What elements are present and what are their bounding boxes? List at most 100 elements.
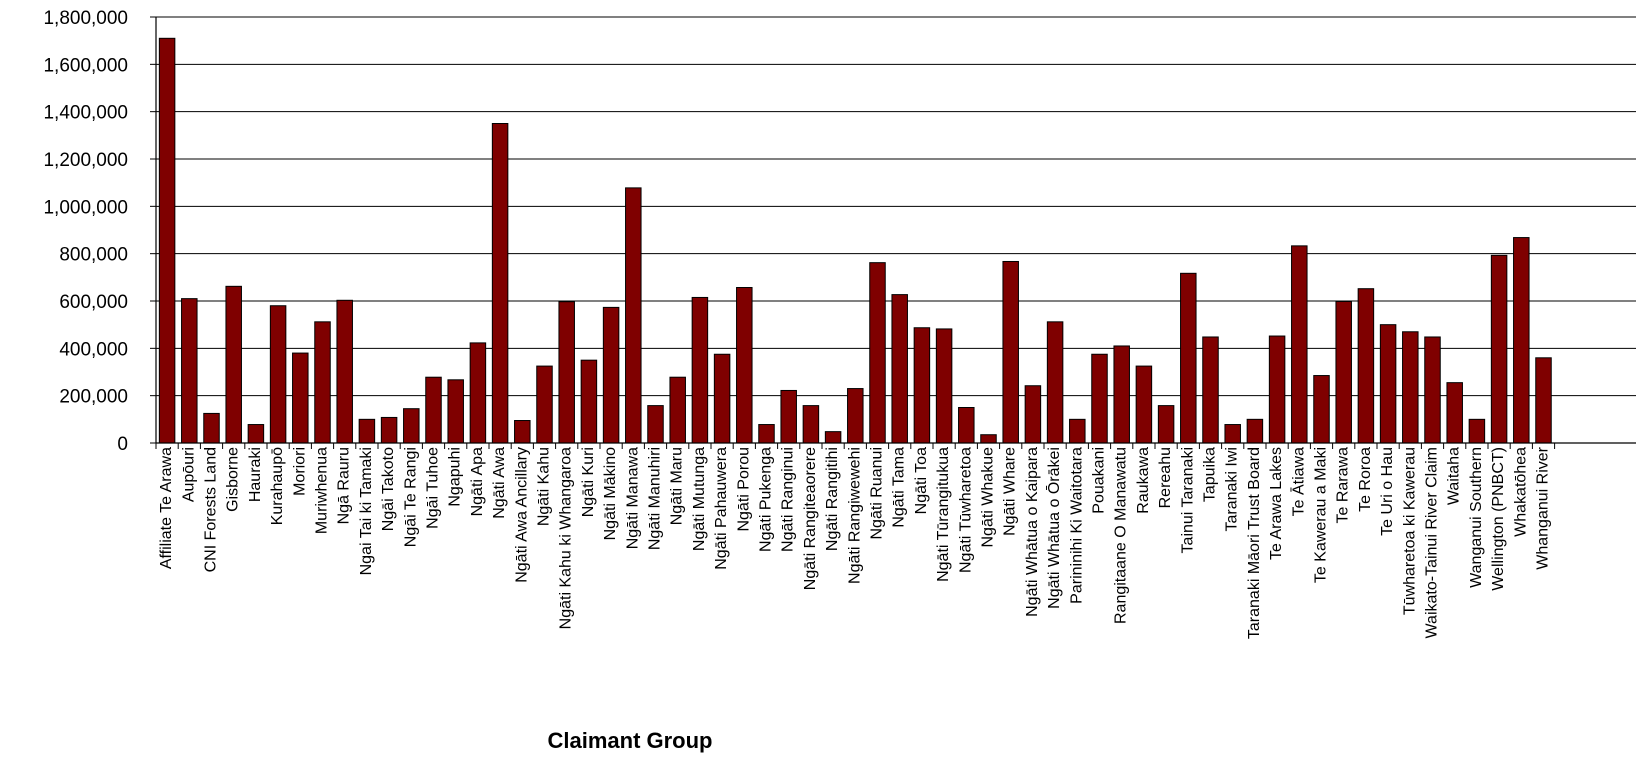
- x-tick-label: Waitaha: [1446, 447, 1463, 505]
- axes: [150, 16, 1636, 449]
- bar: [247, 424, 265, 444]
- x-tick-label: Ngāti Mākino: [602, 447, 619, 540]
- x-tick-label: Wanganui Southern: [1468, 447, 1485, 588]
- bar: [1468, 418, 1486, 444]
- y-tick-label: 1,600,000: [43, 55, 128, 76]
- x-tick-label: Affiliate Te Arawa: [158, 447, 175, 569]
- bar: [1135, 365, 1153, 444]
- x-axis-tick-labels: Affiliate Te Arawa Aupōuri CNI Forests Lan…: [158, 446, 1551, 639]
- bar: [1024, 385, 1042, 444]
- bar: [1535, 357, 1552, 444]
- x-tick-label: Ngāti Apa: [469, 447, 486, 516]
- bar: [802, 405, 820, 444]
- bar: [1002, 260, 1019, 444]
- x-tick-label: Tainui Taranaki: [1179, 447, 1196, 553]
- x-tick-label: Ngāti Whakue: [980, 447, 997, 548]
- y-tick-label: 400,000: [59, 339, 128, 360]
- bar: [1335, 300, 1352, 444]
- x-tick-label: Ngāti Kahu: [536, 447, 553, 526]
- bar: [1202, 336, 1219, 444]
- bar: [1069, 418, 1086, 444]
- x-tick-label: Taranaki Māori Trust Board: [1246, 447, 1263, 639]
- x-tick-label: Ngāti Whātua o Ōrākei: [1045, 447, 1063, 609]
- x-tick-label: Ngāti Tūwharetoa: [957, 447, 974, 573]
- bar: [558, 301, 575, 444]
- bar: [469, 342, 487, 444]
- bar: [669, 376, 686, 444]
- bar: [1490, 254, 1508, 444]
- x-tick-label: Wellington (PNBCT): [1490, 447, 1507, 591]
- bar: [958, 407, 975, 444]
- bar: [1180, 272, 1197, 444]
- bar: [358, 418, 376, 444]
- x-tick-label: Ngāti Maru: [669, 447, 686, 525]
- x-tick-label: Pouakani: [1091, 447, 1108, 514]
- x-tick-label: Ngapuhi: [447, 447, 464, 507]
- x-tick-label: Ngāti Toa: [913, 447, 930, 514]
- bar: [824, 431, 842, 444]
- bar: [691, 296, 709, 444]
- x-tick-label: Ngai Tai ki Tamaki: [358, 447, 375, 575]
- bar: [935, 328, 953, 444]
- x-tick-label: Whanganui River: [1535, 446, 1552, 569]
- y-tick-label: 1,200,000: [43, 150, 128, 171]
- x-tick-label: Te Rarawa: [1335, 447, 1352, 524]
- y-tick-label: 200,000: [59, 387, 128, 408]
- x-tick-label: Muriwhenua: [314, 447, 331, 534]
- x-tick-label: Whakatōhea: [1512, 447, 1529, 537]
- bar: [425, 376, 442, 444]
- x-tick-label: Ngāti Tūrangitukua: [935, 447, 952, 582]
- bar: [181, 298, 198, 444]
- bar: [1224, 424, 1241, 444]
- bar: [1379, 324, 1397, 444]
- bar: [580, 359, 598, 444]
- x-tick-label: Tapuika: [1202, 447, 1219, 502]
- y-tick-label: 0: [117, 434, 128, 455]
- x-tick-label: Raukawa: [1135, 447, 1152, 514]
- x-tick-label: Ngāti Kuri: [580, 447, 597, 517]
- bar: [1291, 245, 1308, 444]
- bar: [447, 379, 464, 444]
- x-tick-label: Rereahu: [1157, 447, 1174, 508]
- bar: [780, 389, 797, 444]
- bar: [1424, 336, 1441, 444]
- x-tick-label: Ngāti Whare: [1002, 447, 1019, 536]
- bar: [203, 412, 220, 444]
- x-tick-label: Hauraki: [247, 447, 264, 502]
- bar: [314, 321, 331, 444]
- x-tick-label: Kurahaupō: [269, 447, 286, 525]
- x-tick-label: Ngāi Takoto: [380, 447, 397, 531]
- bar: [1313, 375, 1330, 444]
- y-tick-label: 1,000,000: [43, 197, 128, 218]
- bar: [292, 352, 309, 444]
- bar: [1446, 382, 1463, 444]
- x-tick-label: Te Ātiawa: [1289, 447, 1307, 516]
- bar: [158, 37, 176, 444]
- x-tick-label: Te Uri o Hau: [1379, 447, 1396, 536]
- bar: [913, 327, 931, 444]
- x-tick-label: Ngāti Tama: [891, 447, 908, 528]
- x-axis-title: Claimant Group: [547, 728, 713, 753]
- x-tick-label: Ngāti Kahu ki Whangaroa: [558, 447, 575, 629]
- bar: [1091, 353, 1108, 444]
- bar: [980, 434, 997, 444]
- bar: [647, 405, 664, 444]
- x-tick-label: Parininihi Ki Waitotara: [1068, 447, 1085, 604]
- bar: [536, 365, 553, 444]
- y-axis-tick-labels: 1,800,000 1,600,000 1,400,000 1,200,000 1,00…: [43, 8, 128, 455]
- x-tick-label: Ngāi Te Rangi: [402, 447, 419, 547]
- x-tick-label: Ngāti Rangiwewehi: [846, 447, 863, 584]
- bar: [1268, 335, 1286, 444]
- bar: [491, 123, 509, 444]
- y-tick-label: 1,400,000: [43, 103, 128, 124]
- bar: [1357, 288, 1375, 444]
- bar: [602, 306, 620, 444]
- x-tick-label: Ngāti Rangitihi: [824, 447, 841, 551]
- bar: [514, 420, 531, 444]
- bar: [269, 305, 287, 444]
- y-tick-label: 800,000: [59, 245, 128, 266]
- x-tick-label: Aupōuri: [180, 447, 197, 502]
- x-tick-label: Ngāti Ranginui: [780, 447, 797, 552]
- x-tick-label: Te Arawa Lakes: [1268, 447, 1285, 560]
